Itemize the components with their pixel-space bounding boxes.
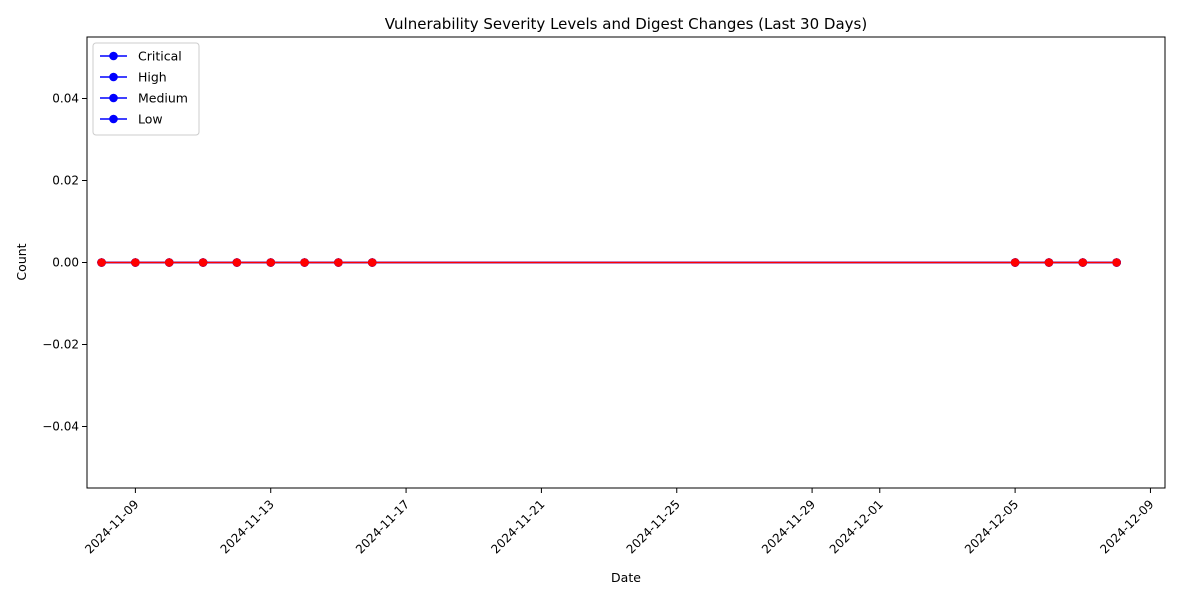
y-tick-label: −0.02: [42, 338, 79, 352]
x-tick-label: 2024-12-09: [1097, 497, 1156, 556]
data-point: [164, 258, 174, 267]
legend-label: Medium: [138, 91, 188, 106]
legend-label: Critical: [138, 49, 182, 64]
data-point: [1078, 258, 1088, 267]
x-tick-label: 2024-11-13: [218, 497, 277, 556]
legend-marker: [109, 93, 118, 103]
plot-area: [97, 258, 1121, 267]
legend: Critical High Medium Low: [92, 42, 200, 136]
y-tick-label: −0.04: [42, 420, 79, 434]
x-tick-label: 2024-12-01: [827, 497, 886, 556]
x-axis: 2024-11-09 2024-11-13 2024-11-17 2024-11-21…: [82, 488, 1157, 556]
data-point: [232, 258, 242, 267]
data-point: [266, 258, 276, 267]
x-tick-label: 2024-11-21: [488, 497, 547, 556]
data-point: [97, 258, 106, 267]
legend-marker: [109, 72, 118, 82]
legend-marker: [109, 114, 118, 124]
y-tick-label: 0.04: [52, 92, 79, 106]
legend-box: [92, 42, 200, 136]
data-point: [198, 258, 208, 267]
data-point: [367, 258, 377, 267]
data-point: [334, 258, 343, 267]
x-tick-label: 2024-11-25: [624, 497, 683, 556]
x-tick-label: 2024-12-05: [962, 497, 1021, 556]
legend-label: High: [138, 70, 167, 85]
y-tick-label: 0.00: [52, 256, 79, 270]
data-point: [1010, 258, 1020, 267]
data-point: [131, 258, 140, 267]
data-point: [300, 258, 309, 267]
y-axis: −0.04 −0.02 0.00 0.02 0.04: [42, 92, 87, 434]
chart-title: Vulnerability Severity Levels and Digest…: [385, 15, 867, 33]
data-point: [1112, 258, 1121, 267]
legend-marker: [109, 51, 118, 61]
y-axis-label: Count: [14, 243, 29, 280]
x-tick-label: 2024-11-29: [759, 497, 818, 556]
y-tick-label: 0.02: [52, 174, 79, 188]
x-axis-label: Date: [611, 570, 641, 585]
legend-label: Low: [138, 112, 163, 127]
data-point: [1044, 258, 1054, 267]
x-tick-label: 2024-11-17: [353, 497, 412, 556]
x-tick-label: 2024-11-09: [82, 497, 141, 556]
